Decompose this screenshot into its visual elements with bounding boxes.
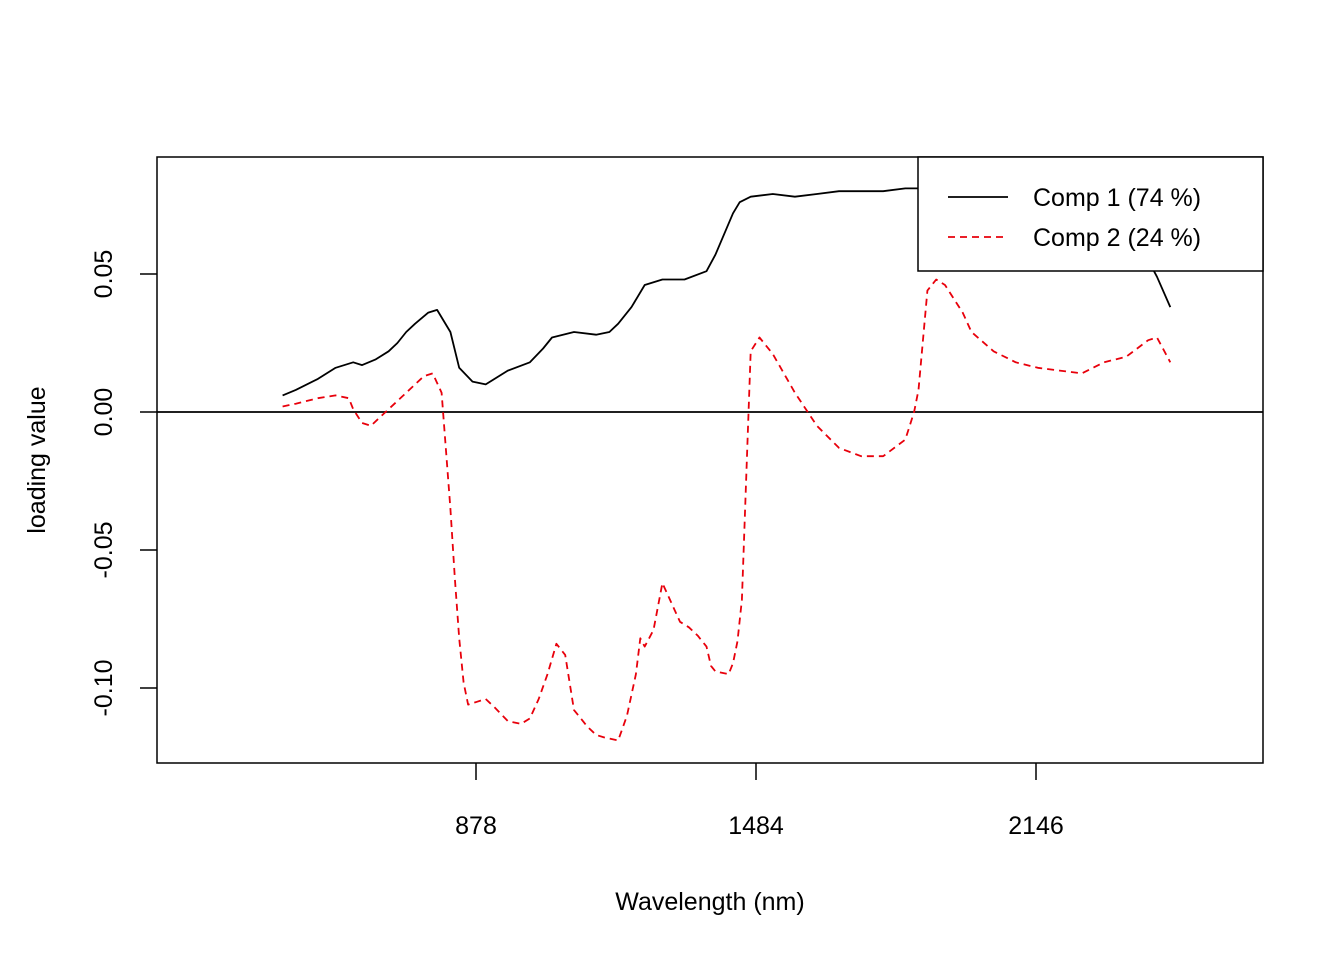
y-tick: 0.00 xyxy=(90,388,157,437)
y-tick-label: 0.05 xyxy=(90,250,118,299)
x-tick: 878 xyxy=(455,763,497,840)
x-tick-label: 878 xyxy=(455,812,497,840)
y-axis-title: loading value xyxy=(23,386,51,533)
plot-frame xyxy=(156,156,1264,764)
y-tick-label: -0.05 xyxy=(90,522,118,579)
x-tick: 1484 xyxy=(728,763,784,840)
x-tick-label: 1484 xyxy=(728,812,784,840)
x-axis: 878 1484 2146 Wavelength (nm) xyxy=(455,763,1064,916)
y-tick: -0.05 xyxy=(90,522,157,579)
y-tick-label: -0.10 xyxy=(90,660,118,717)
x-tick-label: 2146 xyxy=(1008,812,1064,840)
legend-label-comp1: Comp 1 (74 %) xyxy=(1033,184,1201,212)
legend: Comp 1 (74 %) Comp 2 (24 %) xyxy=(917,156,1264,272)
x-tick: 2146 xyxy=(1008,763,1064,840)
legend-entry: Comp 1 (74 %) xyxy=(948,184,1201,212)
legend-label-comp2: Comp 2 (24 %) xyxy=(1033,224,1201,252)
series-line-comp2 xyxy=(282,278,1172,742)
y-tick-label: 0.00 xyxy=(90,388,118,437)
y-tick: 0.05 xyxy=(90,250,157,299)
x-axis-title: Wavelength (nm) xyxy=(615,888,804,916)
legend-box xyxy=(917,156,1264,272)
y-axis: 0.05 0.00 -0.05 -0.10 loading value xyxy=(23,250,157,717)
legend-entry: Comp 2 (24 %) xyxy=(948,224,1201,252)
y-tick: -0.10 xyxy=(90,660,157,717)
